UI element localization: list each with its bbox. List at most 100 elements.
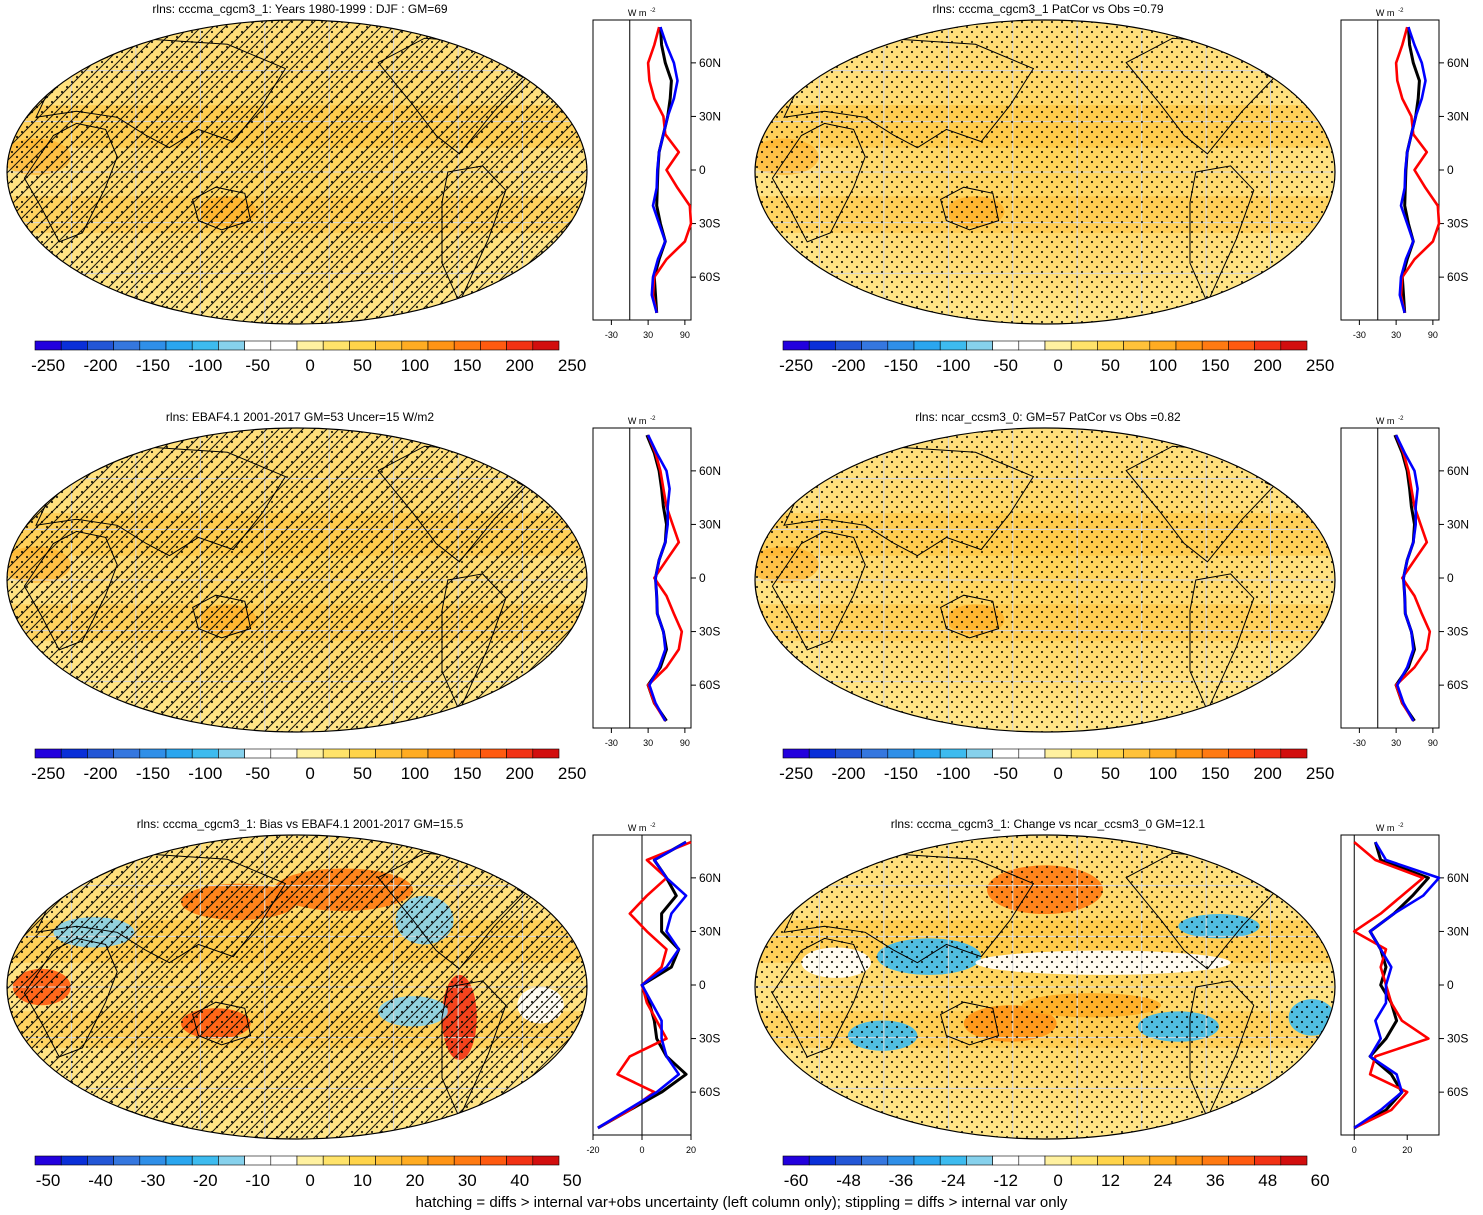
profile-y-tick-label: 60N [699, 56, 721, 70]
colorbar-label: 250 [558, 356, 586, 375]
colorbar-cell [218, 748, 245, 759]
colorbar-label: 0 [1053, 1171, 1062, 1190]
colorbar-label: 250 [558, 764, 586, 783]
colorbar-label: -10 [245, 1171, 270, 1190]
colorbar-cell [1044, 340, 1072, 351]
profile-y-tick-label: 30S [1447, 625, 1468, 639]
colorbar-cell [87, 340, 114, 351]
profile-y-tick-label: 60S [1447, 1085, 1468, 1099]
colorbar-label: 10 [353, 1171, 372, 1190]
colorbar-label: -100 [188, 764, 222, 783]
colorbar-label: 150 [1201, 764, 1229, 783]
colorbar-label: 0 [305, 764, 314, 783]
colorbar-cell [506, 1155, 534, 1166]
profile-x-tick-label: 30 [643, 330, 653, 340]
colorbar-label: 60 [1311, 1171, 1330, 1190]
profile-line-other [597, 840, 688, 1130]
colorbar-label: -100 [936, 356, 970, 375]
colorbar-cell [1149, 748, 1177, 759]
colorbar-label: -250 [779, 356, 813, 375]
colorbar-cell [913, 748, 941, 759]
colorbar-cell [532, 748, 560, 759]
profile-x-tick-label: 90 [680, 330, 690, 340]
colorbar-cell [506, 340, 534, 351]
colorbar-label: -200 [83, 764, 117, 783]
profile-frame [592, 19, 692, 321]
map-border [6, 427, 588, 733]
profile-y-tick-label: 0 [699, 571, 706, 585]
colorbar-label: 100 [401, 356, 429, 375]
colorbar-cell [1201, 1155, 1229, 1166]
colorbar-label: -200 [83, 356, 117, 375]
stippling-overlay [7, 20, 587, 324]
colorbar-cell [1149, 340, 1177, 351]
colorbar-label: 20 [405, 1171, 424, 1190]
colorbar-cell [1070, 340, 1098, 351]
colorbar-cell [244, 340, 272, 351]
profile-unit-label: W m [1376, 416, 1395, 426]
colorbar-cell [1175, 1155, 1203, 1166]
colorbar-label: 12 [1101, 1171, 1120, 1190]
colorbar-label: 30 [458, 1171, 477, 1190]
colorbar-cell [296, 1155, 324, 1166]
profile-y-tick-label: 30N [1447, 109, 1469, 123]
colorbar-cell [453, 1155, 481, 1166]
colorbar-cell [60, 1155, 88, 1166]
profile-y-tick-label: 30S [699, 625, 720, 639]
profile-line-other [650, 26, 679, 314]
colorbar-cell [1123, 1155, 1151, 1166]
figure-caption: hatching = diffs > internal var+obs unce… [415, 1194, 1068, 1211]
panel-2: rlns: cccma_cgcm3_1 PatCor vs Obs =0.79 -… [754, 2, 1469, 375]
colorbar-label: 50 [1101, 356, 1120, 375]
colorbar-cell [913, 1155, 941, 1166]
colorbar-label: 150 [453, 764, 481, 783]
profile-y-tick-label: 60N [1447, 871, 1469, 885]
profile-x-tick-label: 0 [1352, 1145, 1357, 1155]
colorbar-cell [401, 340, 429, 351]
colorbar-label: -100 [936, 764, 970, 783]
colorbar-cell [60, 748, 88, 759]
colorbar-cell [87, 748, 114, 759]
colorbar-cell [1201, 340, 1229, 351]
profile-y-tick-label: 30S [1447, 217, 1468, 231]
colorbar-cell [34, 340, 62, 351]
colorbar-cell [113, 748, 141, 759]
map-field [7, 835, 587, 1139]
profile-x-tick-label: 90 [680, 738, 690, 748]
colorbar-cell [165, 340, 193, 351]
colorbar-cell [1228, 1155, 1255, 1166]
map-field [7, 20, 587, 324]
colorbar-cell [401, 748, 429, 759]
colorbar-cell [427, 340, 455, 351]
colorbar-label: 100 [401, 764, 429, 783]
colorbar-cell [966, 1155, 993, 1166]
colorbar-cell [34, 1155, 62, 1166]
colorbar-cell [532, 1155, 560, 1166]
colorbar-label: -250 [779, 764, 813, 783]
profile-x-tick-label: -30 [1353, 330, 1366, 340]
colorbar-cell [861, 1155, 889, 1166]
colorbar-cell [782, 1155, 810, 1166]
colorbar-cell [139, 1155, 167, 1166]
profile-x-tick-label: 30 [643, 738, 653, 748]
profile-unit-exponent: -2 [650, 416, 656, 422]
profile-line-model [1353, 841, 1430, 1130]
profile-y-tick-label: 30S [699, 217, 720, 231]
colorbar-cell [1254, 340, 1282, 351]
colorbar-cell [1201, 748, 1229, 759]
colorbar-label: 48 [1258, 1171, 1277, 1190]
colorbar-cell [861, 748, 889, 759]
colorbar-cell [322, 340, 350, 351]
profile-y-tick-label: 30N [699, 924, 721, 938]
colorbar-label: -50 [993, 356, 1018, 375]
profile-y-tick-label: 60S [1447, 678, 1468, 692]
colorbar-label: 200 [506, 764, 534, 783]
colorbar-label: 250 [1306, 356, 1334, 375]
colorbar-label: 24 [1153, 1171, 1172, 1190]
profile-y-tick-label: 30S [699, 1032, 720, 1046]
colorbar-cell [835, 748, 862, 759]
colorbar-cell [1097, 340, 1124, 351]
colorbar-label: 200 [506, 356, 534, 375]
colorbar-cell [506, 748, 534, 759]
colorbar-cell [401, 1155, 429, 1166]
